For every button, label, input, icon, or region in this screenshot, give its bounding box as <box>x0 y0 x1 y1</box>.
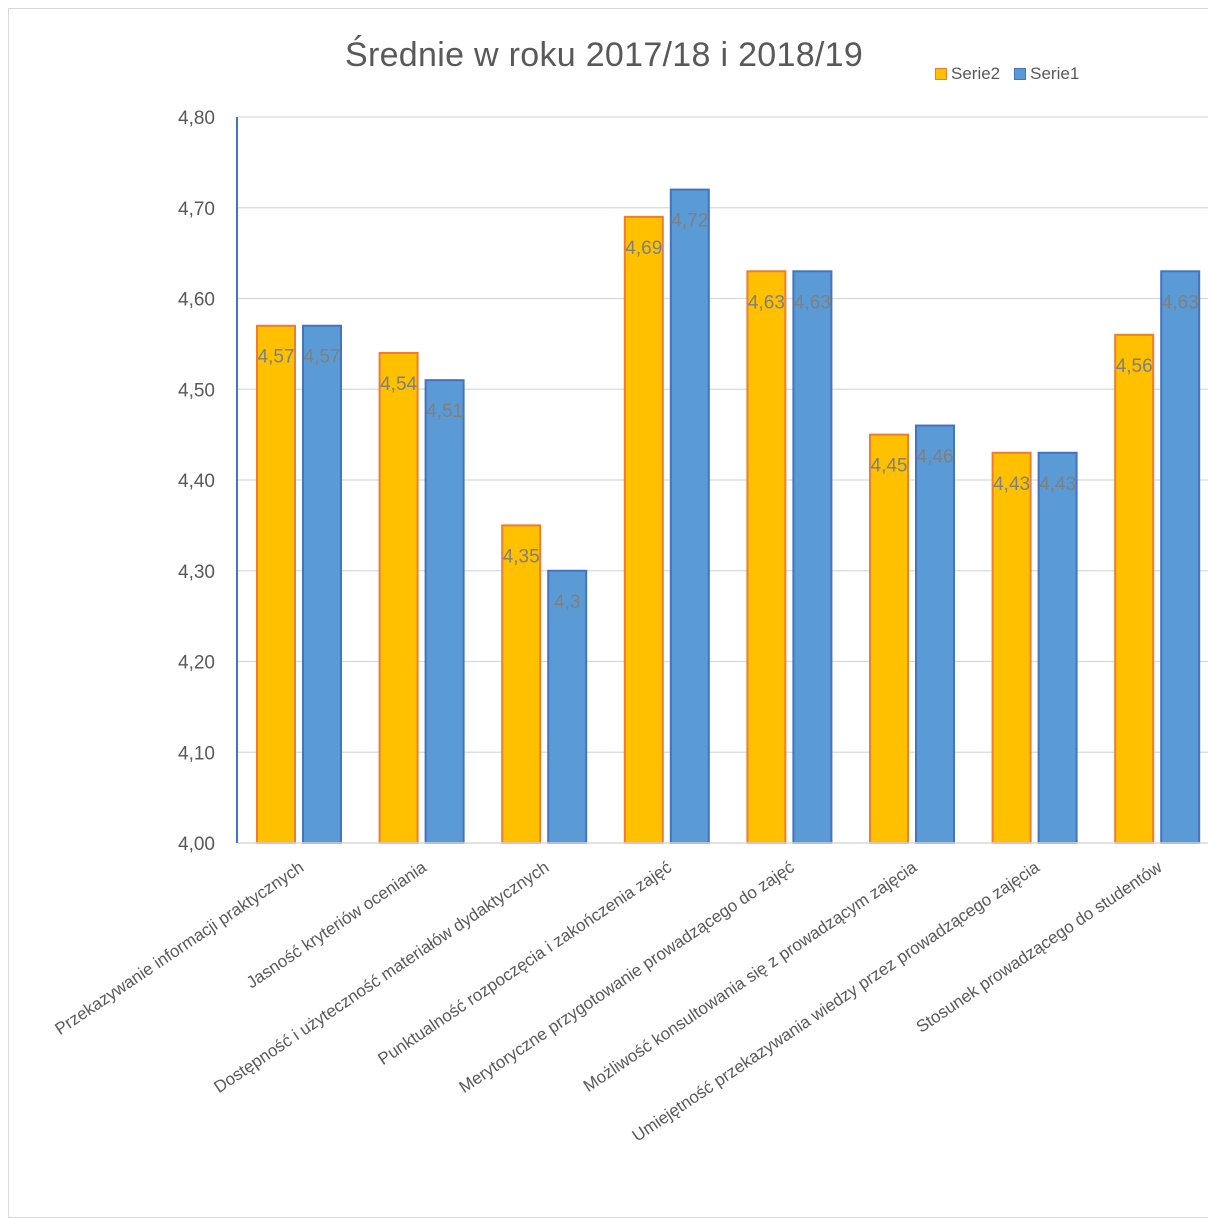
bar-serie1 <box>1160 270 1201 844</box>
bar-serie1 <box>669 188 710 845</box>
bar-serie1 <box>547 569 588 844</box>
data-label: 4,72 <box>671 211 708 232</box>
y-tick-label: 4,00 <box>178 834 215 855</box>
y-tick-label: 4,80 <box>178 108 215 129</box>
legend-item-serie2: Serie2 <box>935 64 1000 84</box>
x-tick-label: Umiejętność przekazywania wiedzy przez p… <box>629 857 1044 1145</box>
data-label: 4,46 <box>917 447 954 468</box>
data-label: 4,63 <box>1162 292 1199 313</box>
y-tick-label: 4,40 <box>178 471 215 492</box>
legend-swatch-serie1 <box>1014 68 1027 80</box>
data-label: 4,57 <box>304 347 341 368</box>
legend-item-serie1: Serie1 <box>1014 64 1079 84</box>
data-label: 4,57 <box>258 347 295 368</box>
bar-serie1 <box>302 324 342 845</box>
x-tick-label: Stosunek prowadzącego do studentów <box>913 857 1166 1036</box>
bar-serie2 <box>1114 333 1155 844</box>
data-label: 4,3 <box>554 592 580 613</box>
y-tick-label: 4,20 <box>178 653 215 674</box>
data-label: 4,63 <box>748 292 785 313</box>
legend-swatch-serie2 <box>935 68 947 80</box>
data-label: 4,43 <box>1039 474 1076 495</box>
chart-title: Średnie w roku 2017/18 i 2018/19 <box>345 36 864 74</box>
data-label: 4,35 <box>503 546 540 567</box>
data-label: 4,63 <box>794 292 831 313</box>
y-tick-label: 4,30 <box>178 562 215 583</box>
x-tick-label: Przekazywanie informacji praktycznych <box>51 858 307 1039</box>
bar-serie1 <box>792 270 833 844</box>
y-tick-label: 4,60 <box>178 290 215 311</box>
legend-label-serie2: Serie2 <box>951 64 1001 83</box>
bar-serie2 <box>869 433 909 844</box>
bar-serie2 <box>501 524 542 844</box>
bar-serie2 <box>746 270 787 844</box>
bar-serie2 <box>256 324 296 845</box>
bar-serie1 <box>915 424 955 844</box>
data-label: 4,56 <box>1116 356 1153 377</box>
legend: Serie2 Serie1 <box>935 64 1079 84</box>
y-tick-label: 4,10 <box>178 743 215 764</box>
data-label: 4,69 <box>625 238 662 259</box>
bar-serie2 <box>991 451 1032 844</box>
data-label: 4,45 <box>871 456 908 477</box>
y-tick-label: 4,70 <box>178 199 215 220</box>
bar-serie2 <box>623 215 664 844</box>
bar-serie2 <box>378 351 419 844</box>
legend-label-serie1: Serie1 <box>1030 64 1080 83</box>
bar-serie1 <box>1037 451 1078 844</box>
data-label: 4,54 <box>380 374 417 395</box>
y-tick-label: 4,50 <box>178 380 215 401</box>
data-label: 4,51 <box>426 401 463 422</box>
data-label: 4,43 <box>993 474 1030 495</box>
bar-serie1 <box>424 379 465 844</box>
